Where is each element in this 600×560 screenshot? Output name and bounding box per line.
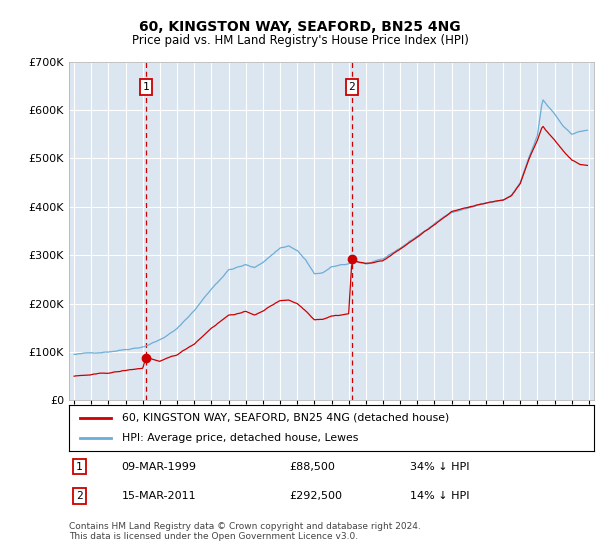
Text: 1: 1 xyxy=(76,461,83,472)
Text: 2: 2 xyxy=(76,491,83,501)
Text: 34% ↓ HPI: 34% ↓ HPI xyxy=(410,461,470,472)
Text: 2: 2 xyxy=(349,82,355,92)
Text: Contains HM Land Registry data © Crown copyright and database right 2024.
This d: Contains HM Land Registry data © Crown c… xyxy=(69,522,421,542)
Text: 14% ↓ HPI: 14% ↓ HPI xyxy=(410,491,470,501)
Text: 60, KINGSTON WAY, SEAFORD, BN25 4NG: 60, KINGSTON WAY, SEAFORD, BN25 4NG xyxy=(139,20,461,34)
Text: £88,500: £88,500 xyxy=(290,461,335,472)
Text: 09-MAR-1999: 09-MAR-1999 xyxy=(121,461,197,472)
Text: HPI: Average price, detached house, Lewes: HPI: Average price, detached house, Lewe… xyxy=(121,433,358,443)
Text: £292,500: £292,500 xyxy=(290,491,343,501)
Text: 1: 1 xyxy=(143,82,149,92)
Text: 15-MAR-2011: 15-MAR-2011 xyxy=(121,491,196,501)
Text: Price paid vs. HM Land Registry's House Price Index (HPI): Price paid vs. HM Land Registry's House … xyxy=(131,34,469,47)
Text: 60, KINGSTON WAY, SEAFORD, BN25 4NG (detached house): 60, KINGSTON WAY, SEAFORD, BN25 4NG (det… xyxy=(121,413,449,423)
